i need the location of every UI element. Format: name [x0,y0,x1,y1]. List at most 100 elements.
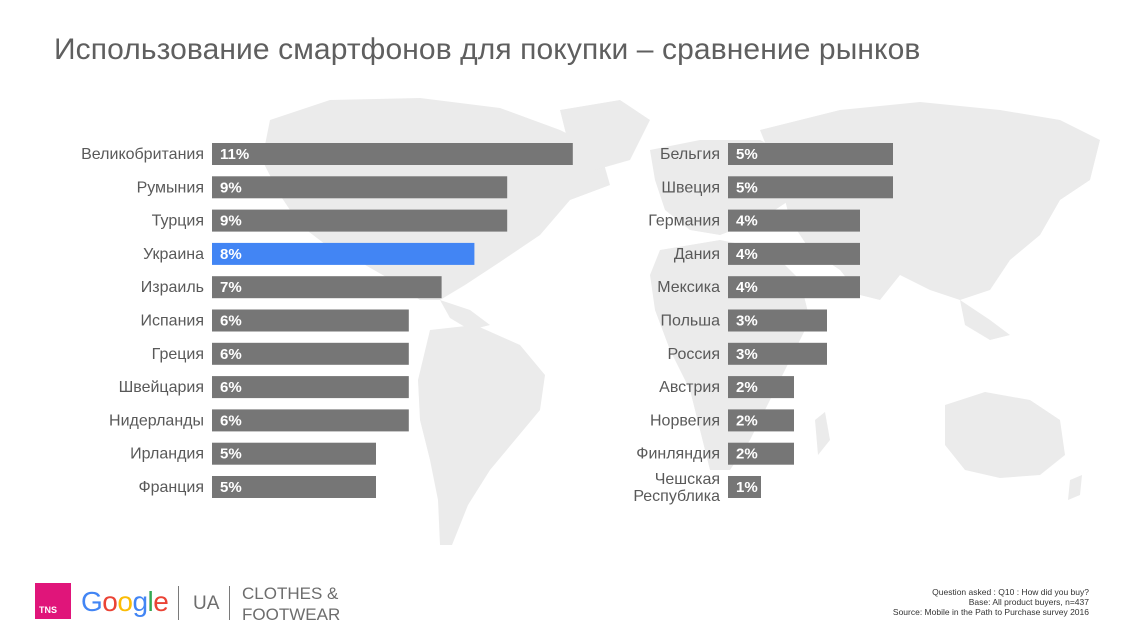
bar [728,376,794,399]
footer-separator [229,586,230,620]
bar-value-label: 5% [736,179,758,196]
category-label: Дания [674,246,720,263]
footer-separator [178,586,179,620]
category-label: Нидерланды [109,412,204,429]
category-label: Турция [152,213,204,230]
category-label: Польша [661,313,721,330]
bar [728,409,794,432]
category-label: Россия [668,346,720,363]
bar [212,342,409,365]
bar-value-label: 6% [220,313,242,330]
category-label-line: Румыния [137,179,204,196]
bar-value-label: 5% [220,479,242,496]
bar-value-label: 4% [736,246,758,263]
bar-value-label: 6% [220,346,242,363]
bar [728,476,761,498]
category-label: Германия [648,213,720,230]
bar-value-label: 2% [736,379,758,396]
category-label-line: Франция [138,479,204,496]
category-label-line: Великобритания [81,146,204,163]
bar [728,342,827,365]
source-note: Question asked : Q10 : How did you buy? … [893,587,1089,617]
category-label-line: Греция [152,346,204,363]
category-label-line: Швейцария [119,379,204,396]
bar [728,209,860,232]
bar-value-label: 11% [220,146,249,163]
bar [728,309,827,332]
category-label: Ирландия [130,446,204,463]
bar-value-label: 9% [220,179,242,196]
bar-value-label: 8% [220,246,242,263]
google-letter: o [117,586,133,617]
google-letter: e [153,586,169,617]
bar-value-label: 9% [220,213,242,230]
category-label-line: Украина [143,246,204,263]
category-line: FOOTWEAR [242,605,341,624]
bar-value-label: 4% [736,213,758,230]
base-text: Base: All product buyers, n=437 [968,597,1089,607]
source-text: Source: Mobile in the Path to Purchase s… [892,607,1089,617]
bar-value-label: 3% [736,313,758,330]
category-label-line: Испания [141,313,205,330]
category-label: Швейцария [119,379,204,396]
bar [212,242,475,265]
category-label-line: Республика [633,488,720,505]
bar [212,376,409,399]
bar [212,476,376,498]
category-label-line: Польша [661,313,721,330]
question-text: Question asked : Q10 : How did you buy? [932,587,1089,597]
bar-value-label: 2% [736,446,758,463]
tns-logo: TNS [35,583,71,619]
category-label-line: Финляндия [636,446,720,463]
bar [728,242,860,265]
google-letter: l [147,586,154,617]
bar-value-label: 4% [736,279,758,296]
bar-value-label: 5% [220,446,242,463]
category-label: Мексика [657,279,720,296]
category-label-line: Нидерланды [109,412,204,429]
bar [212,209,508,232]
bar [212,276,442,299]
bar-value-label: 6% [220,379,242,396]
category-label: Румыния [137,179,204,196]
category-label-line: Ирландия [130,446,204,463]
category-label: Греция [152,346,204,363]
category-label-line: Россия [668,346,720,363]
bar-value-label: 2% [736,412,758,429]
bar [728,276,860,299]
bar-value-label: 1% [736,479,758,496]
category-label: Израиль [141,279,204,296]
bar-value-label: 7% [220,279,242,296]
category-label-line: Чешская [655,471,720,488]
bar [212,309,409,332]
category-label: Чешская Республика [633,471,720,505]
country-code: UA [193,593,220,614]
bar [212,442,376,465]
bar [728,176,893,199]
bar-value-label: 5% [736,146,758,163]
category-label: Бельгия [660,146,720,163]
category-label: Франция [138,479,204,496]
category-label-line: Мексика [657,279,720,296]
google-letter: g [132,586,148,617]
google-logo: Google [81,586,169,618]
category-label: Украина [143,246,204,263]
category-label-line: Израиль [141,279,204,296]
category-label-line: Дания [674,246,720,263]
bar-value-label: 3% [736,346,758,363]
category-line: CLOTHES & [242,584,339,603]
category-label: Испания [141,313,205,330]
google-letter: G [81,586,103,617]
category-label: Норвегия [650,412,720,429]
bar [212,176,508,199]
category-label: Великобритания [81,146,204,163]
bar [212,143,573,165]
bar-value-label: 6% [220,412,242,429]
category-label-line: Австрия [659,379,720,396]
bar [728,143,893,165]
category-label: Финляндия [636,446,720,463]
category-label: CLOTHES & FOOTWEAR [242,583,340,625]
bar [212,409,409,432]
